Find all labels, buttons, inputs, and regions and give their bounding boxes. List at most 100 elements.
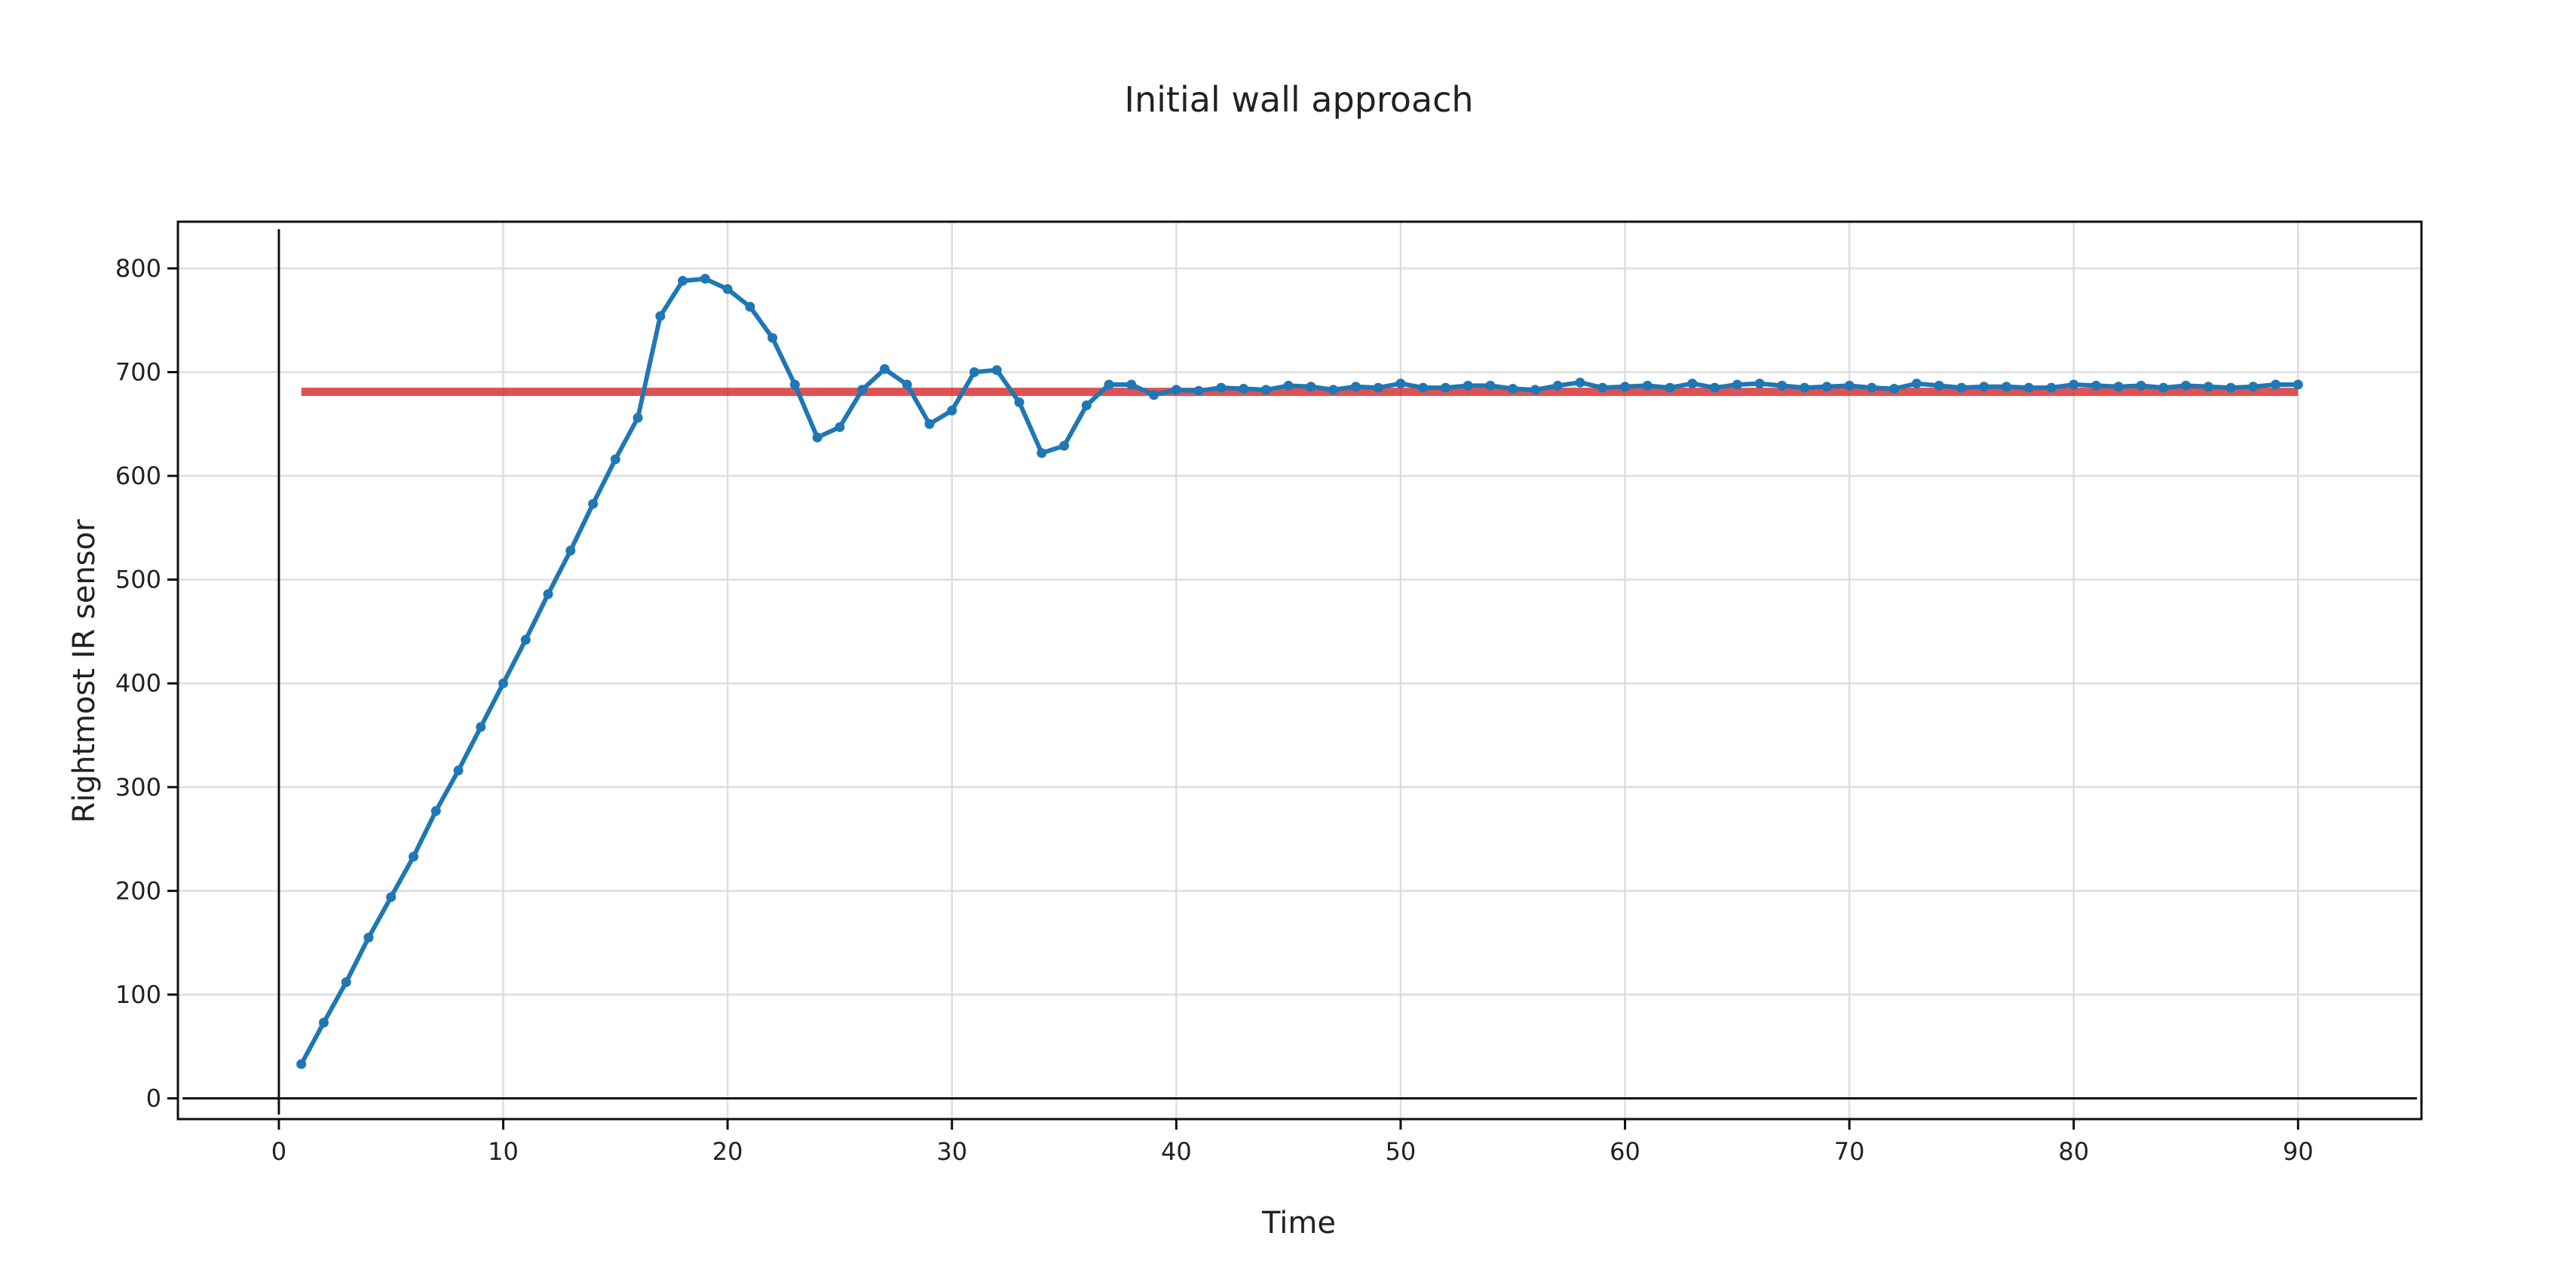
- data-point: [453, 765, 464, 776]
- data-point: [1395, 379, 1406, 389]
- data-point: [2001, 382, 2011, 392]
- y-axis-title: Rightmost IR sensor: [67, 519, 102, 823]
- data-point: [2248, 382, 2259, 392]
- y-tick-label: 500: [115, 566, 161, 594]
- x-tick-label: 40: [1161, 1137, 1192, 1166]
- series-layer: [296, 274, 2303, 1069]
- data-point: [363, 932, 374, 943]
- y-gridlines: [178, 267, 2421, 996]
- data-point: [2225, 382, 2236, 393]
- data-point: [812, 432, 822, 443]
- data-point: [2023, 382, 2034, 393]
- data-point: [1867, 382, 1877, 393]
- y-tick-label: 700: [115, 357, 161, 386]
- data-point: [2203, 382, 2213, 392]
- x-axis-ticks: 0 10 20 30 40 50 60 70 80 90: [271, 1119, 2314, 1166]
- x-tick-label: 0: [271, 1137, 286, 1166]
- data-point: [1171, 385, 1181, 395]
- data-point: [1014, 397, 1025, 407]
- y-tick-label: 400: [115, 669, 161, 698]
- data-point: [655, 311, 666, 321]
- data-point: [520, 634, 531, 645]
- data-point: [1665, 382, 1675, 393]
- data-point: [2046, 382, 2057, 393]
- data-point: [2293, 379, 2303, 390]
- data-point: [430, 805, 441, 816]
- data-point: [789, 379, 800, 390]
- data-point: [386, 892, 397, 903]
- data-point: [1934, 380, 1944, 391]
- y-tick-label: 100: [115, 980, 161, 1009]
- data-point: [924, 419, 935, 429]
- data-point: [1620, 382, 1631, 392]
- data-point: [1059, 440, 1070, 451]
- data-point: [1552, 380, 1563, 391]
- data-point: [1126, 379, 1137, 390]
- y-axis-ticks: 0 100 200 300 400 500 600 700 800: [115, 254, 178, 1112]
- data-point: [1216, 382, 1227, 393]
- x-axis-title: Time: [1261, 1206, 1336, 1241]
- data-point: [1081, 400, 1092, 411]
- data-point: [318, 1017, 329, 1028]
- data-point: [2136, 380, 2146, 391]
- data-point: [1283, 380, 1294, 391]
- data-point: [1149, 390, 1159, 400]
- data-point: [969, 366, 979, 377]
- data-point: [678, 275, 688, 286]
- sensor-line: [299, 276, 2299, 1066]
- data-point: [1597, 382, 1608, 393]
- data-point: [476, 722, 486, 732]
- data-point: [341, 977, 351, 987]
- x-gridlines: [502, 222, 2299, 1119]
- data-point: [1193, 385, 1204, 396]
- data-point: [1575, 377, 1585, 388]
- x-tick-label: 20: [712, 1137, 743, 1166]
- data-point: [296, 1059, 307, 1069]
- y-tick-label: 200: [115, 876, 161, 905]
- data-point: [879, 363, 890, 374]
- data-point: [722, 284, 733, 294]
- data-point: [1530, 385, 1540, 395]
- data-point: [1732, 379, 1742, 390]
- data-point: [1440, 382, 1450, 393]
- data-point: [498, 678, 509, 689]
- x-tick-label: 90: [2283, 1137, 2314, 1166]
- data-point: [1687, 379, 1698, 389]
- data-point: [543, 589, 553, 600]
- y-tick-label: 800: [115, 254, 161, 283]
- x-tick-label: 30: [936, 1137, 967, 1166]
- data-point: [1104, 379, 1114, 390]
- data-point: [1373, 382, 1383, 393]
- x-tick-label: 70: [1834, 1137, 1865, 1166]
- data-point: [1463, 380, 1473, 391]
- data-point: [588, 498, 599, 509]
- data-point: [1754, 379, 1765, 389]
- data-point: [1889, 383, 1900, 394]
- data-point: [1911, 379, 1922, 389]
- data-point: [1418, 382, 1429, 393]
- data-point: [1642, 380, 1652, 391]
- plot-frame: [176, 220, 2423, 1121]
- data-point: [857, 385, 868, 395]
- data-point: [1710, 382, 1720, 393]
- data-point: [1260, 385, 1271, 395]
- x-tick-label: 80: [2058, 1137, 2089, 1166]
- data-point: [408, 851, 418, 862]
- y-tick-label: 300: [115, 773, 161, 802]
- x-tick-label: 60: [1610, 1137, 1640, 1166]
- x-tick-label: 50: [1386, 1137, 1417, 1166]
- sensor-series: [296, 274, 2303, 1069]
- data-point: [947, 405, 957, 416]
- data-point: [1350, 382, 1361, 392]
- y-tick-label: 0: [146, 1084, 161, 1112]
- data-point: [2069, 379, 2079, 390]
- x-tick-label: 10: [488, 1137, 519, 1166]
- data-point: [1328, 385, 1339, 395]
- data-point: [1777, 380, 1787, 391]
- data-point: [2091, 380, 2101, 391]
- data-point: [1821, 382, 1832, 392]
- data-point: [2113, 382, 2124, 392]
- data-point: [991, 365, 1002, 376]
- y-tick-label: 600: [115, 462, 161, 490]
- data-point: [767, 333, 778, 343]
